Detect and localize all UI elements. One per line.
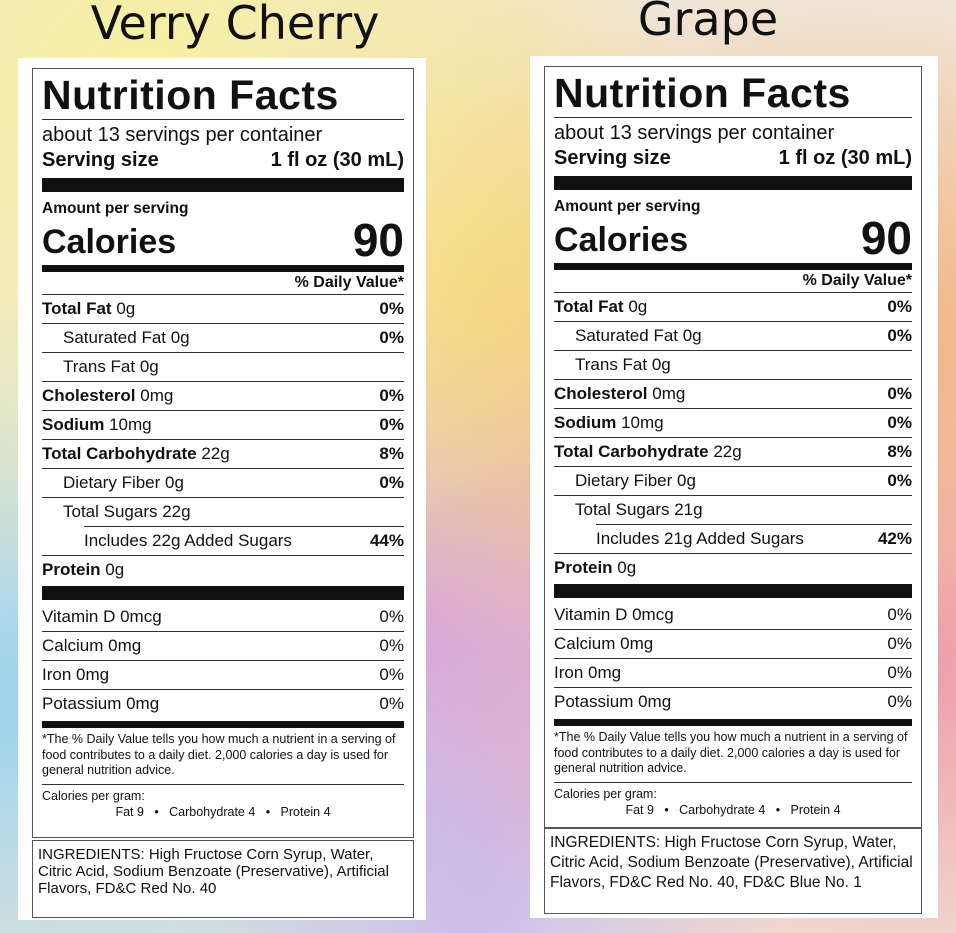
amount-per-serving: Amount per serving — [554, 198, 701, 215]
added-sugars-wrap: Includes 22g Added Sugars 44% — [42, 526, 404, 555]
divider-medium — [42, 721, 404, 728]
nutrient-row-saturated-fat: Saturated Fat 0g 0% — [554, 321, 912, 350]
divider-medium — [42, 265, 404, 272]
amount-per-serving: Amount per serving — [42, 200, 189, 217]
nutrient-row-added-sugars: Includes 21g Added Sugars 42% — [596, 524, 912, 553]
ingredients-box: INGREDIENTS: High Fructose Corn Syrup, W… — [544, 828, 922, 914]
calories-label: Calories — [554, 221, 689, 259]
nutrient-row-cholesterol: Cholesterol 0mg 0% — [554, 379, 912, 408]
nutrition-facts-title: Nutrition Facts — [554, 70, 851, 116]
nutrient-row-dietary-fiber: Dietary Fiber 0g 0% — [554, 466, 912, 495]
daily-value-header: % Daily Value* — [294, 274, 404, 291]
serving-size-value: 1 fl oz (30 mL) — [778, 147, 912, 169]
nutrient-row-saturated-fat: Saturated Fat 0g 0% — [42, 323, 404, 352]
nutrient-row-added-sugars: Includes 22g Added Sugars 44% — [84, 526, 404, 555]
calories-per-gram-values: Fat 9 • Carbohydrate 4 • Protein 4 — [115, 804, 331, 819]
nutrient-row-sodium: Sodium 10mg 0% — [554, 408, 912, 437]
vitamin-row: Iron 0mg 0% — [42, 660, 404, 689]
nutrient-row-total-fat: Total Fat 0g 0% — [554, 292, 912, 321]
nutrient-row-cholesterol: Cholesterol 0mg 0% — [42, 381, 404, 410]
daily-value-footnote: *The % Daily Value tells you how much a … — [42, 732, 396, 777]
vitamin-row: Vitamin D 0mcg 0% — [42, 606, 404, 626]
serving-size-label: Serving size — [42, 149, 159, 171]
vitamin-row: Calcium 0mg 0% — [554, 629, 912, 658]
nutrient-row-total-sugars: Total Sugars 21g — [554, 495, 912, 524]
nutrient-row-total-carbohydrate: Total Carbohydrate 22g 8% — [42, 439, 404, 468]
nutrient-row-sodium: Sodium 10mg 0% — [42, 410, 404, 439]
divider-medium — [554, 719, 912, 726]
vitamin-row: Potassium 0mg 0% — [42, 689, 404, 718]
daily-value-header: % Daily Value* — [802, 272, 912, 289]
nutrition-facts-panel: Nutrition Facts about 13 servings per co… — [544, 66, 922, 828]
calories-label: Calories — [42, 223, 177, 261]
flavor-title: Grape — [637, 0, 779, 46]
nutrition-facts-title: Nutrition Facts — [42, 72, 339, 118]
divider-medium — [554, 263, 912, 270]
calories-per-gram-values: Fat 9 • Carbohydrate 4 • Protein 4 — [625, 802, 841, 817]
vitamin-list: Vitamin D 0mcg 0% Calcium 0mg 0% Iron 0mg 0… — [42, 602, 404, 718]
daily-value-footnote: *The % Daily Value tells you how much a … — [554, 730, 908, 775]
nutrient-row-total-sugars: Total Sugars 22g — [42, 497, 404, 526]
calories-per-gram-label: Calories per gram: — [42, 788, 145, 803]
calories-per-gram-label: Calories per gram: — [554, 786, 657, 801]
divider-thick — [554, 176, 912, 190]
vitamin-row: Potassium 0mg 0% — [554, 687, 912, 716]
serving-size-row: Serving size 1 fl oz (30 mL) — [42, 147, 404, 173]
ingredients-box: INGREDIENTS: High Fructose Corn Syrup, W… — [32, 840, 414, 918]
nutrition-facts-panel: Nutrition Facts about 13 servings per co… — [32, 68, 414, 838]
nutrient-row-total-fat: Total Fat 0g 0% — [42, 294, 404, 323]
vitamin-row: Vitamin D 0mcg 0% — [554, 604, 912, 624]
calories-row: Calories 90 — [554, 212, 912, 264]
serving-size-value: 1 fl oz (30 mL) — [270, 149, 404, 171]
flavor-title: Verry Cherry — [90, 0, 380, 50]
divider-thick — [42, 586, 404, 600]
servings-per-container: about 13 servings per container — [554, 122, 835, 144]
calories-value: 90 — [352, 214, 404, 266]
nutrient-row-trans-fat: Trans Fat 0g — [554, 350, 912, 379]
calories-value: 90 — [860, 212, 912, 264]
servings-per-container: about 13 servings per container — [42, 124, 323, 146]
vitamin-row: Calcium 0mg 0% — [42, 631, 404, 660]
vitamin-list: Vitamin D 0mcg 0% Calcium 0mg 0% Iron 0mg 0… — [554, 600, 912, 716]
nutrient-row-dietary-fiber: Dietary Fiber 0g 0% — [42, 468, 404, 497]
divider-thick — [42, 178, 404, 192]
nutrient-row-protein: Protein 0g — [554, 553, 912, 582]
calories-row: Calories 90 — [42, 214, 404, 266]
divider-thick — [554, 584, 912, 598]
nutrient-row-total-carbohydrate: Total Carbohydrate 22g 8% — [554, 437, 912, 466]
nutrient-row-protein: Protein 0g — [42, 555, 404, 584]
added-sugars-wrap: Includes 21g Added Sugars 42% — [554, 524, 912, 553]
nutrient-row-trans-fat: Trans Fat 0g — [42, 352, 404, 381]
vitamin-row: Iron 0mg 0% — [554, 658, 912, 687]
serving-size-row: Serving size 1 fl oz (30 mL) — [554, 145, 912, 171]
serving-size-label: Serving size — [554, 147, 671, 169]
